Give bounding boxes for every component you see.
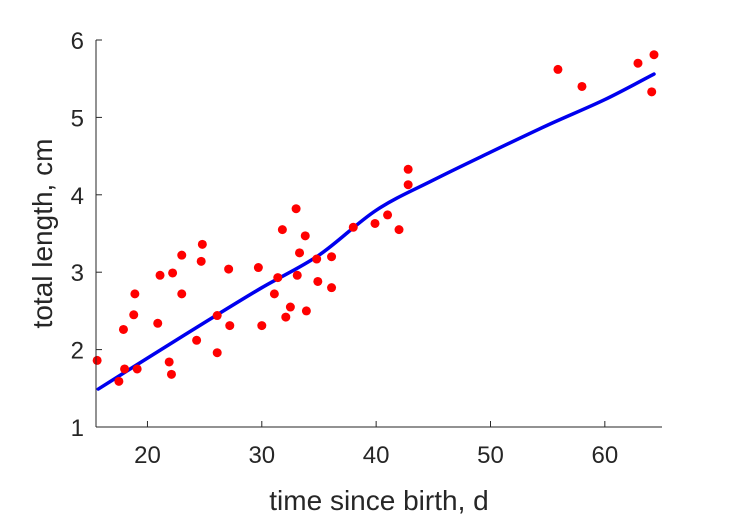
y-axis-label: total length, cm xyxy=(27,139,58,329)
data-point xyxy=(281,312,291,322)
data-point xyxy=(277,225,287,235)
data-point xyxy=(327,283,337,293)
data-point xyxy=(295,248,305,258)
data-point xyxy=(114,376,124,386)
data-point xyxy=(553,64,563,74)
data-point xyxy=(177,289,187,299)
data-point xyxy=(301,306,311,316)
x-tick-label: 30 xyxy=(248,442,275,469)
data-point xyxy=(312,254,322,264)
data-point xyxy=(212,348,222,358)
data-point xyxy=(269,289,279,299)
data-point xyxy=(273,273,283,283)
data-point xyxy=(257,321,267,331)
data-point xyxy=(153,318,163,328)
x-tick-label: 50 xyxy=(477,442,504,469)
data-points-layer xyxy=(92,50,659,386)
y-tick-label: 6 xyxy=(71,28,84,55)
data-point xyxy=(300,231,310,241)
x-tick-label: 20 xyxy=(134,442,161,469)
data-point xyxy=(192,335,202,345)
data-point xyxy=(647,87,657,97)
data-point xyxy=(168,268,178,278)
data-point xyxy=(212,311,222,321)
data-point xyxy=(394,225,404,235)
data-point xyxy=(285,302,295,312)
data-point xyxy=(577,81,587,91)
data-point xyxy=(383,210,393,220)
y-tick-label: 4 xyxy=(71,183,84,210)
data-point xyxy=(291,204,301,214)
data-point xyxy=(130,289,140,299)
data-point xyxy=(370,218,380,228)
data-point xyxy=(132,364,142,374)
data-point xyxy=(649,50,659,60)
fit-line-layer xyxy=(96,72,656,391)
fit-line xyxy=(96,72,656,391)
data-point xyxy=(225,321,235,331)
data-point xyxy=(118,324,128,334)
data-point xyxy=(155,270,165,280)
data-point xyxy=(120,364,130,374)
x-tick-label: 60 xyxy=(591,442,618,469)
y-tick-label: 2 xyxy=(71,338,84,365)
data-point xyxy=(224,264,234,274)
data-point xyxy=(92,355,102,365)
x-axis-label: time since birth, d xyxy=(269,485,488,516)
data-point xyxy=(253,263,263,273)
data-point xyxy=(129,310,139,320)
y-tick-label: 3 xyxy=(71,260,84,287)
data-point xyxy=(177,250,187,260)
data-point xyxy=(313,276,323,286)
axes: 20 30 40 50 60 1 2 3 4 5 6 xyxy=(71,28,662,469)
data-point xyxy=(292,270,302,280)
data-point xyxy=(196,256,206,266)
data-point xyxy=(197,239,207,249)
y-tick-label: 1 xyxy=(71,415,84,442)
data-point xyxy=(348,222,358,232)
y-tick-label: 5 xyxy=(71,105,84,132)
data-point xyxy=(403,180,413,190)
data-point xyxy=(403,164,413,174)
x-tick-label: 40 xyxy=(363,442,390,469)
data-point xyxy=(633,58,643,68)
data-point xyxy=(166,369,176,379)
data-point xyxy=(327,252,337,262)
data-point xyxy=(164,357,174,367)
